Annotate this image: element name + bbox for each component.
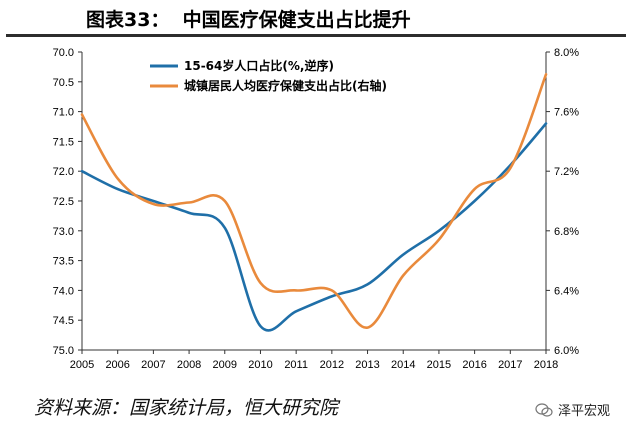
right-axis-tick-label: 6.4%: [554, 285, 579, 297]
right-axis-tick-label: 6.8%: [554, 226, 579, 238]
legend-label-1: 15-64岁人口占比(%,逆序): [184, 58, 334, 73]
left-axis-tick-label: 70.5: [53, 77, 74, 89]
x-axis-tick-label: 2009: [213, 359, 237, 371]
watermark: 泽平宏观: [535, 400, 610, 419]
x-axis-tick-label: 2010: [248, 359, 272, 371]
right-axis-tick-label: 8.0%: [554, 47, 579, 59]
x-axis-tick-label: 2015: [427, 359, 451, 371]
watermark-text: 泽平宏观: [557, 404, 610, 419]
x-axis-tick-label: 2013: [355, 359, 379, 371]
left-axis-tick-label: 75.0: [53, 345, 74, 357]
left-axis-tick-label: 72.5: [53, 196, 74, 208]
line-chart: 70.0 70.5 71.0 71.5 72.0 72.5 73.0 73.5 74.0 74.5…: [53, 47, 580, 371]
right-axis-tick-label: 7.6%: [554, 107, 579, 119]
right-axis-tick-label: 7.2%: [554, 166, 579, 178]
legend-label-2: 城镇居民人均医疗保健支出占比(右轴): [184, 78, 387, 93]
x-axis-tick-label: 2008: [177, 359, 201, 371]
left-axis-tick-label: 73.0: [53, 226, 74, 238]
series-line-1: [80, 122, 548, 332]
right-axis-tick-label: 6.0%: [554, 345, 579, 357]
series-line-2: [80, 73, 548, 329]
x-axis-tick-label: 2018: [534, 359, 558, 371]
x-axis-tick-label: 2005: [70, 359, 94, 371]
chart-title: 图表33： 中国医疗保健支出占比提升: [86, 9, 411, 31]
wechat-icon: [535, 402, 553, 417]
left-axis-tick-label: 70.0: [53, 47, 74, 59]
left-axis-tick-label: 71.5: [53, 136, 74, 148]
x-axis-tick-label: 2014: [391, 359, 415, 371]
title-bar: 图表33： 中国医疗保健支出占比提升: [0, 0, 632, 37]
x-axis-tick-label: 2011: [284, 359, 308, 371]
left-axis-tick-label: 72.0: [53, 166, 74, 178]
source-note: 资料来源：国家统计局，恒大研究院: [34, 397, 339, 419]
x-axis-tick-label: 2007: [141, 359, 165, 371]
x-axis-tick-label: 2006: [105, 359, 129, 371]
x-axis-tick-label: 2012: [320, 359, 344, 371]
x-axis-tick-label: 2017: [498, 359, 522, 371]
left-axis-tick-label: 73.5: [53, 256, 74, 268]
left-axis-tick-label: 74.0: [53, 285, 74, 297]
x-axis-tick-label: 2016: [462, 359, 486, 371]
left-axis-tick-label: 74.5: [53, 315, 74, 327]
title-divider: [6, 34, 626, 37]
left-axis-tick-label: 71.0: [53, 107, 74, 119]
